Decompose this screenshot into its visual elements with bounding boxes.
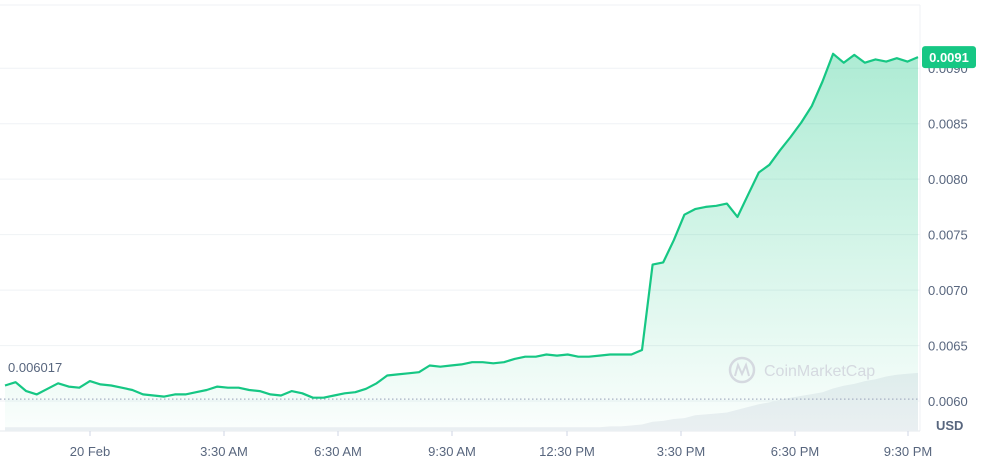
x-tick-label: 6:30 PM [771,444,819,459]
x-tick-label: 12:30 PM [539,444,595,459]
y-tick-label: 0.0065 [928,339,968,354]
x-axis-ticks: 20 Feb 3:30 AM 6:30 AM 9:30 AM 12:30 PM 3:30 … [70,431,932,459]
y-tick-label: 0.0085 [928,117,968,132]
coinmarketcap-logo-wave [734,362,750,377]
x-tick-label: 20 Feb [70,444,110,459]
y-tick-label: 0.0060 [928,394,968,409]
current-price-label: 0.0091 [929,50,969,65]
coinmarketcap-watermark: CoinMarketCap [728,356,875,384]
y-tick-label: 0.0070 [928,283,968,298]
price-area [5,53,918,432]
y-axis-ticks: 0.00600.00650.00700.00750.00800.00850.00… [928,61,968,409]
x-tick-label: 9:30 AM [428,444,476,459]
x-tick-label: 3:30 PM [657,444,705,459]
x-tick-label: 3:30 AM [200,444,248,459]
current-price-badge-background [922,46,976,69]
x-tick-label: 9:30 PM [884,444,932,459]
coinmarketcap-logo-icon [728,356,756,384]
y-tick-label: 0.0080 [928,172,968,187]
current-price-badge: 0.0091 [922,46,976,69]
open-price-label: 0.006017 [8,360,62,375]
x-tick-label: 6:30 AM [314,444,362,459]
y-tick-label: 0.0075 [928,228,968,243]
price-line [4,52,919,399]
price-line-layer [4,52,919,399]
price-fill [5,53,918,432]
currency-label: USD [936,418,963,433]
watermark-text: CoinMarketCap [764,363,875,380]
